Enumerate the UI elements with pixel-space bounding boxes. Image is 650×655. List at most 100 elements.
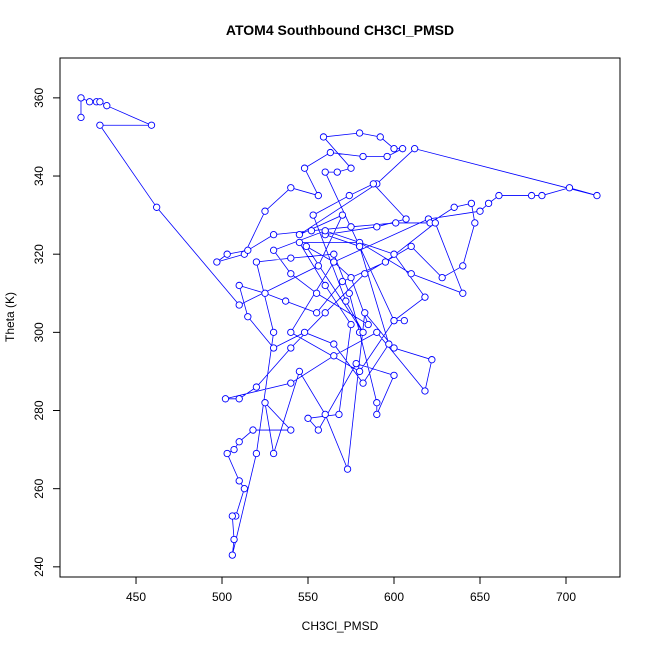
point (287, 254, 295, 262)
point (484, 199, 493, 208)
point (287, 379, 295, 387)
point (321, 410, 329, 419)
point (235, 438, 243, 446)
point (390, 250, 398, 258)
point (96, 98, 104, 106)
point (261, 399, 269, 407)
point (295, 238, 304, 247)
point (287, 328, 295, 337)
point (314, 191, 322, 200)
point (228, 551, 236, 559)
point (240, 485, 249, 493)
point (307, 227, 316, 235)
point (495, 191, 503, 200)
point (527, 191, 536, 200)
series-line (80, 97, 598, 556)
point (407, 270, 415, 278)
point (385, 340, 393, 348)
point (147, 121, 156, 129)
point (355, 367, 364, 376)
point (361, 270, 369, 278)
point (261, 289, 269, 297)
point (390, 371, 398, 379)
point (343, 465, 352, 473)
point (230, 535, 238, 544)
point (321, 281, 329, 290)
point (77, 94, 85, 102)
point (392, 219, 400, 227)
point (373, 223, 381, 231)
point (300, 164, 309, 172)
point (347, 320, 355, 329)
point (295, 367, 304, 376)
point (421, 387, 429, 395)
point (338, 277, 347, 286)
point (390, 316, 398, 325)
point (309, 211, 317, 219)
point (314, 262, 322, 270)
point (361, 309, 369, 317)
x-tick-label: 450 (126, 590, 146, 604)
point (252, 383, 261, 391)
point (335, 410, 343, 419)
point (373, 328, 381, 337)
point (330, 250, 338, 258)
point (471, 219, 479, 227)
point (333, 168, 341, 176)
point (421, 293, 429, 301)
y-tick-label: 300 (32, 322, 46, 342)
point (269, 328, 278, 337)
x-tick-label: 550 (298, 590, 318, 604)
point (312, 289, 321, 297)
point (85, 98, 94, 106)
point (373, 399, 381, 407)
point (223, 250, 231, 258)
point (398, 145, 407, 153)
point (252, 258, 261, 266)
point (330, 258, 338, 266)
point (459, 262, 467, 270)
point (287, 344, 295, 352)
point (347, 223, 355, 231)
point (312, 309, 321, 317)
point (314, 426, 322, 434)
point (269, 230, 278, 239)
point (407, 242, 415, 251)
point (153, 203, 161, 211)
point (269, 344, 278, 352)
point (476, 207, 484, 215)
point (459, 289, 467, 297)
point (410, 145, 419, 153)
point (249, 426, 257, 434)
point (450, 203, 458, 211)
point (287, 270, 295, 278)
point (252, 449, 261, 458)
point (295, 230, 304, 239)
point (400, 316, 408, 325)
point (383, 152, 391, 161)
y-tick-label: 280 (32, 400, 46, 420)
point (321, 227, 329, 235)
point (244, 246, 252, 254)
point (359, 379, 367, 387)
y-tick-label: 360 (32, 88, 46, 108)
point (402, 215, 410, 223)
point (213, 258, 221, 266)
point (235, 301, 243, 309)
point (287, 426, 295, 434)
point (230, 445, 238, 454)
point (326, 148, 335, 157)
point (355, 129, 364, 137)
point (287, 184, 295, 192)
point (300, 328, 309, 337)
point (538, 191, 546, 200)
x-tick-label: 700 (556, 590, 576, 604)
point (321, 168, 329, 176)
point (347, 164, 355, 172)
x-tick-label: 650 (470, 590, 490, 604)
point (269, 246, 278, 254)
x-axis-label: CH3Cl_PMSD (302, 619, 379, 633)
point (304, 414, 312, 422)
